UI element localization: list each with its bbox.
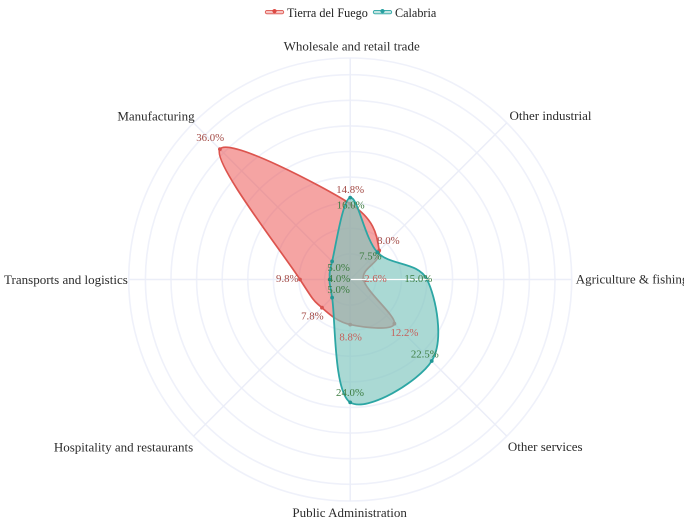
svg-text:7.5%: 7.5%: [359, 250, 382, 262]
svg-text:4.0%: 4.0%: [328, 273, 351, 285]
svg-text:Wholesale and retail trade: Wholesale and retail trade: [284, 39, 420, 54]
svg-text:9.8%: 9.8%: [276, 273, 299, 285]
svg-text:Tierra del Fuego: Tierra del Fuego: [287, 6, 368, 20]
svg-text:8.8%: 8.8%: [339, 331, 362, 343]
svg-text:Public Administration: Public Administration: [292, 505, 407, 520]
svg-text:15.0%: 15.0%: [404, 273, 432, 285]
svg-text:8.0%: 8.0%: [377, 235, 400, 247]
svg-text:Hospitality and restaurants: Hospitality and restaurants: [54, 439, 193, 454]
svg-text:7.8%: 7.8%: [301, 311, 324, 323]
svg-text:5.0%: 5.0%: [327, 262, 350, 274]
svg-text:2.6%: 2.6%: [364, 273, 387, 285]
svg-text:36.0%: 36.0%: [196, 132, 224, 144]
svg-text:Other industrial: Other industrial: [510, 108, 592, 123]
svg-text:Other services: Other services: [508, 439, 583, 454]
svg-text:5.0%: 5.0%: [327, 284, 350, 296]
svg-text:24.0%: 24.0%: [336, 387, 364, 399]
svg-text:16.0%: 16.0%: [337, 200, 365, 212]
svg-text:Manufacturing: Manufacturing: [117, 109, 195, 124]
svg-text:Agriculture & fishing: Agriculture & fishing: [576, 272, 684, 287]
svg-text:Calabria: Calabria: [395, 6, 437, 20]
svg-text:12.2%: 12.2%: [390, 327, 418, 339]
svg-text:Transports and logistics: Transports and logistics: [4, 272, 128, 287]
svg-text:22.5%: 22.5%: [411, 349, 439, 361]
svg-text:14.8%: 14.8%: [336, 184, 364, 196]
